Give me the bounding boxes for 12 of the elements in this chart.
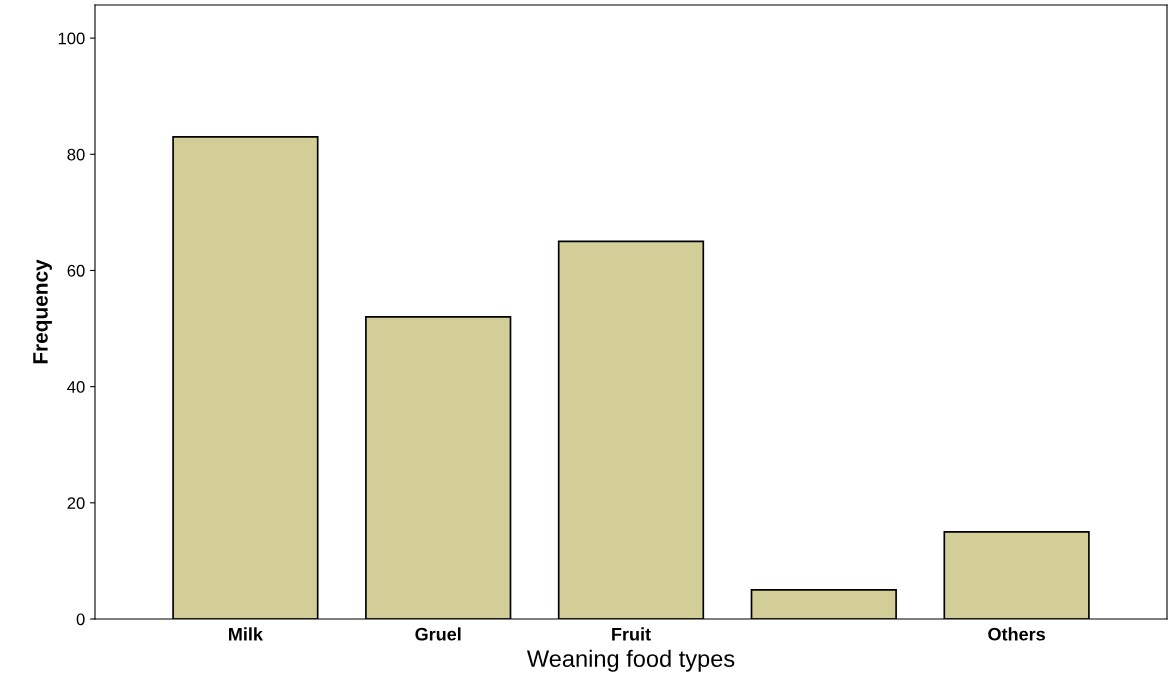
y-tick-label: 40 bbox=[67, 381, 85, 393]
x-tick-label: Fruit bbox=[612, 627, 651, 641]
y-tick-label: 100 bbox=[58, 32, 85, 45]
x-tick-label: Gruel bbox=[415, 627, 461, 641]
y-tick-label: 0 bbox=[76, 613, 85, 626]
y-tick-label: 20 bbox=[67, 497, 85, 510]
x-tick-label: Milk bbox=[229, 627, 263, 641]
y-axis-title: Frequency bbox=[33, 259, 52, 364]
x-tick-label: Others bbox=[988, 627, 1045, 641]
x-axis-title: Weaning food types bbox=[526, 649, 735, 672]
y-tick-label: 60 bbox=[67, 264, 85, 277]
y-tick-label: 80 bbox=[67, 148, 85, 161]
